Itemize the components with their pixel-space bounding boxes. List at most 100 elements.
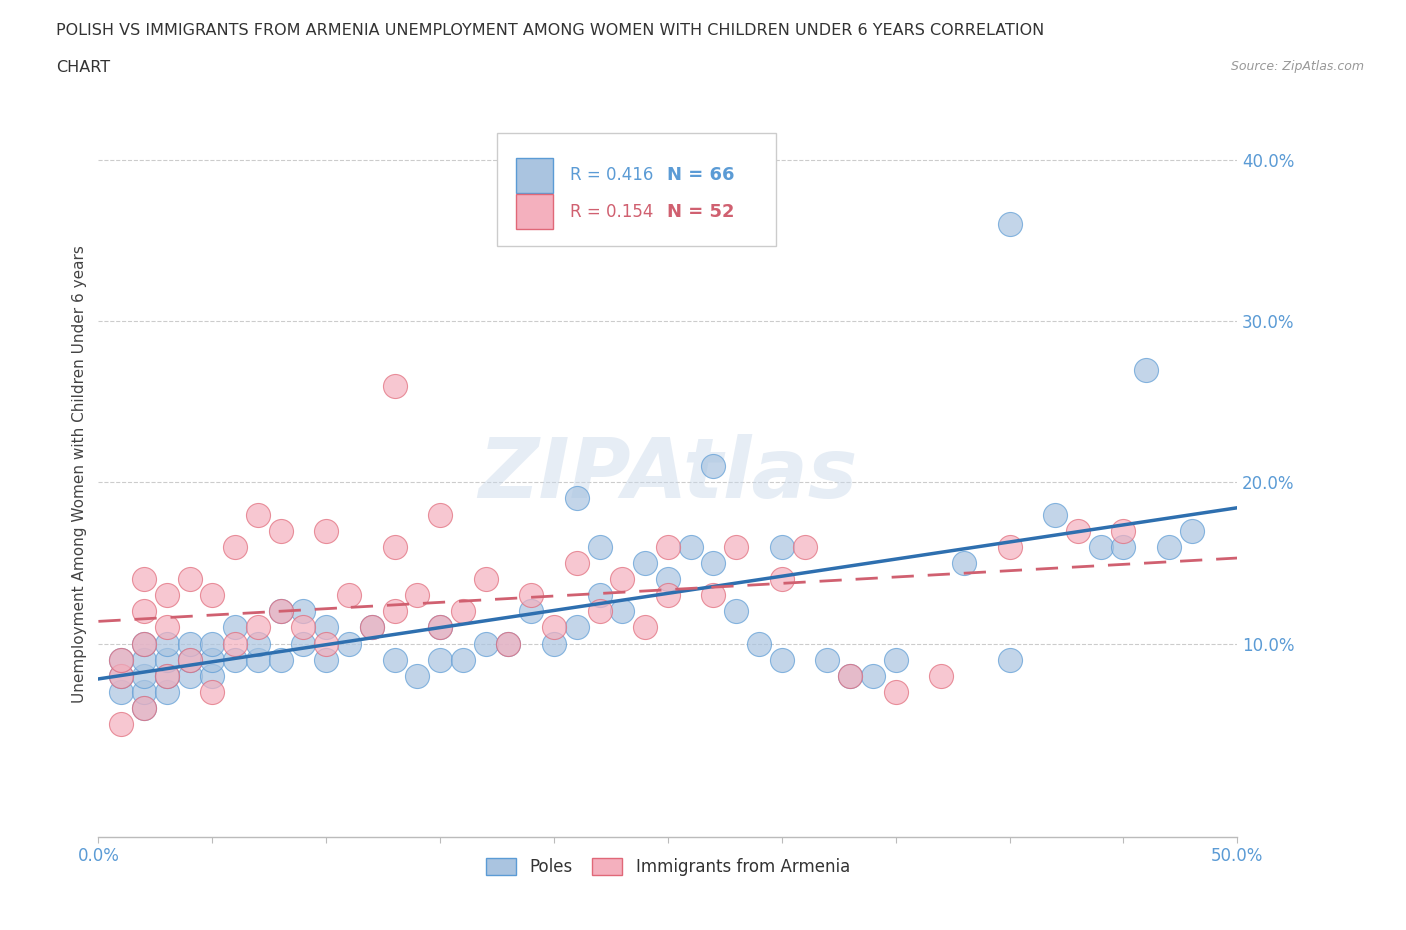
Point bbox=[292, 636, 315, 651]
Point bbox=[565, 620, 588, 635]
Point bbox=[201, 684, 224, 699]
Point bbox=[451, 652, 474, 667]
Point bbox=[1112, 539, 1135, 554]
Point bbox=[498, 636, 520, 651]
Point bbox=[657, 539, 679, 554]
Point bbox=[884, 652, 907, 667]
Point bbox=[793, 539, 815, 554]
Point bbox=[429, 620, 451, 635]
Point bbox=[770, 572, 793, 587]
Point bbox=[201, 652, 224, 667]
Point bbox=[179, 669, 201, 684]
Point bbox=[292, 604, 315, 618]
Legend: Poles, Immigrants from Armenia: Poles, Immigrants from Armenia bbox=[479, 852, 856, 883]
Point bbox=[588, 604, 610, 618]
Point bbox=[179, 572, 201, 587]
Point bbox=[1067, 524, 1090, 538]
Point bbox=[839, 669, 862, 684]
Point bbox=[770, 539, 793, 554]
Text: N = 66: N = 66 bbox=[666, 166, 734, 184]
Point bbox=[612, 604, 634, 618]
Point bbox=[246, 507, 269, 522]
Point bbox=[770, 652, 793, 667]
Point bbox=[132, 700, 155, 715]
Text: POLISH VS IMMIGRANTS FROM ARMENIA UNEMPLOYMENT AMONG WOMEN WITH CHILDREN UNDER 6: POLISH VS IMMIGRANTS FROM ARMENIA UNEMPL… bbox=[56, 23, 1045, 38]
Point bbox=[657, 572, 679, 587]
Point bbox=[110, 652, 132, 667]
Text: N = 52: N = 52 bbox=[666, 203, 734, 220]
Point bbox=[612, 572, 634, 587]
Point bbox=[224, 620, 246, 635]
Point bbox=[588, 539, 610, 554]
Point bbox=[246, 652, 269, 667]
Point bbox=[998, 539, 1021, 554]
FancyBboxPatch shape bbox=[516, 194, 553, 229]
Text: R = 0.416: R = 0.416 bbox=[569, 166, 654, 184]
Point bbox=[110, 669, 132, 684]
Point bbox=[1181, 524, 1204, 538]
Point bbox=[474, 572, 496, 587]
Point bbox=[1090, 539, 1112, 554]
Point bbox=[565, 555, 588, 570]
Point bbox=[132, 669, 155, 684]
Point bbox=[1112, 524, 1135, 538]
Point bbox=[156, 684, 179, 699]
Point bbox=[406, 669, 429, 684]
Point bbox=[156, 669, 179, 684]
Point bbox=[270, 524, 292, 538]
Point bbox=[679, 539, 702, 554]
Point bbox=[474, 636, 496, 651]
Point bbox=[224, 539, 246, 554]
Point bbox=[384, 652, 406, 667]
Point bbox=[929, 669, 952, 684]
FancyBboxPatch shape bbox=[516, 158, 553, 193]
Point bbox=[292, 620, 315, 635]
Point bbox=[201, 588, 224, 603]
Point bbox=[156, 652, 179, 667]
Point bbox=[815, 652, 838, 667]
Point bbox=[270, 604, 292, 618]
Point bbox=[156, 588, 179, 603]
Point bbox=[156, 636, 179, 651]
Point bbox=[429, 620, 451, 635]
Point bbox=[498, 636, 520, 651]
Point bbox=[201, 636, 224, 651]
Point bbox=[156, 620, 179, 635]
Point bbox=[862, 669, 884, 684]
Point bbox=[884, 684, 907, 699]
Point bbox=[337, 588, 360, 603]
Point bbox=[224, 636, 246, 651]
Point bbox=[156, 669, 179, 684]
Point bbox=[315, 652, 337, 667]
Point bbox=[588, 588, 610, 603]
Text: CHART: CHART bbox=[56, 60, 110, 75]
Point bbox=[953, 555, 976, 570]
Point bbox=[429, 507, 451, 522]
Point bbox=[270, 604, 292, 618]
Point bbox=[110, 717, 132, 732]
Point bbox=[110, 669, 132, 684]
Point bbox=[406, 588, 429, 603]
Point bbox=[315, 524, 337, 538]
Point bbox=[360, 620, 382, 635]
Point bbox=[725, 604, 748, 618]
Point bbox=[132, 604, 155, 618]
FancyBboxPatch shape bbox=[498, 133, 776, 246]
Point bbox=[110, 652, 132, 667]
Point bbox=[998, 217, 1021, 232]
Point bbox=[132, 636, 155, 651]
Point bbox=[543, 620, 565, 635]
Y-axis label: Unemployment Among Women with Children Under 6 years: Unemployment Among Women with Children U… bbox=[72, 246, 87, 703]
Point bbox=[246, 636, 269, 651]
Point bbox=[702, 458, 724, 473]
Point bbox=[337, 636, 360, 651]
Point bbox=[132, 684, 155, 699]
Point bbox=[1043, 507, 1066, 522]
Point bbox=[702, 588, 724, 603]
Point bbox=[429, 652, 451, 667]
Point bbox=[315, 636, 337, 651]
Point bbox=[634, 620, 657, 635]
Point bbox=[634, 555, 657, 570]
Point bbox=[132, 652, 155, 667]
Text: R = 0.154: R = 0.154 bbox=[569, 203, 654, 220]
